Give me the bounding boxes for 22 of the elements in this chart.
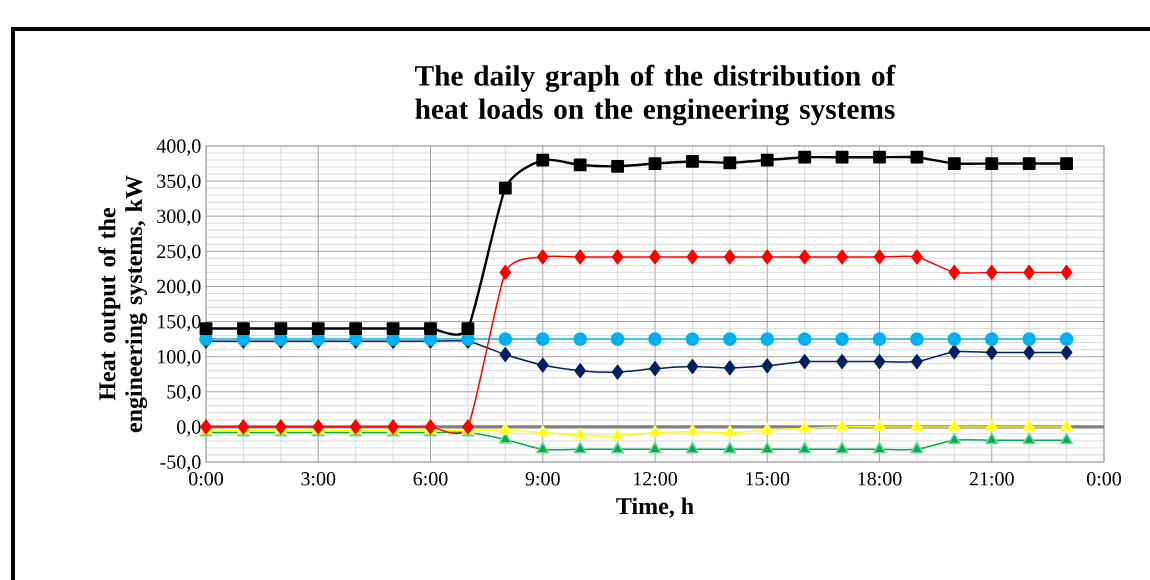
y-tick-label: 100,0 xyxy=(158,350,201,367)
y-tick-label: 50,0 xyxy=(167,385,201,402)
x-tick-label: 12:00 xyxy=(633,472,678,486)
y-tick-label: 400,0 xyxy=(156,139,201,156)
y-tick-label: 300,0 xyxy=(157,209,201,226)
x-tick-label: 21:00 xyxy=(969,472,1014,486)
x-tick-label: 18:00 xyxy=(858,472,902,486)
x-tick-label: 6:00 xyxy=(413,472,448,486)
x-tick-label: 3:00 xyxy=(301,472,336,486)
x-tick-label: 0:00 xyxy=(188,472,224,486)
y-tick-label: 150,0 xyxy=(158,314,201,332)
x-tick-label: 15:00 xyxy=(746,472,790,486)
y-axis-title: Heat output of the engineering systems, kW xyxy=(98,175,148,433)
x-tick-label: 0:00 xyxy=(1086,472,1122,486)
x-tick-label: 9:00 xyxy=(525,472,560,486)
y-tick-label: 250,0 xyxy=(157,244,201,262)
chart-title: The daily graph of the distribution of heat loads on the engineering systems xyxy=(415,64,896,126)
y-tick-label: 350,0 xyxy=(157,174,201,191)
x-axis-title: Time, h xyxy=(616,497,694,518)
y-tick-label: -50,0 xyxy=(160,455,201,472)
y-tick-label: 0,0 xyxy=(177,420,201,437)
y-tick-label: 200,0 xyxy=(157,279,201,297)
